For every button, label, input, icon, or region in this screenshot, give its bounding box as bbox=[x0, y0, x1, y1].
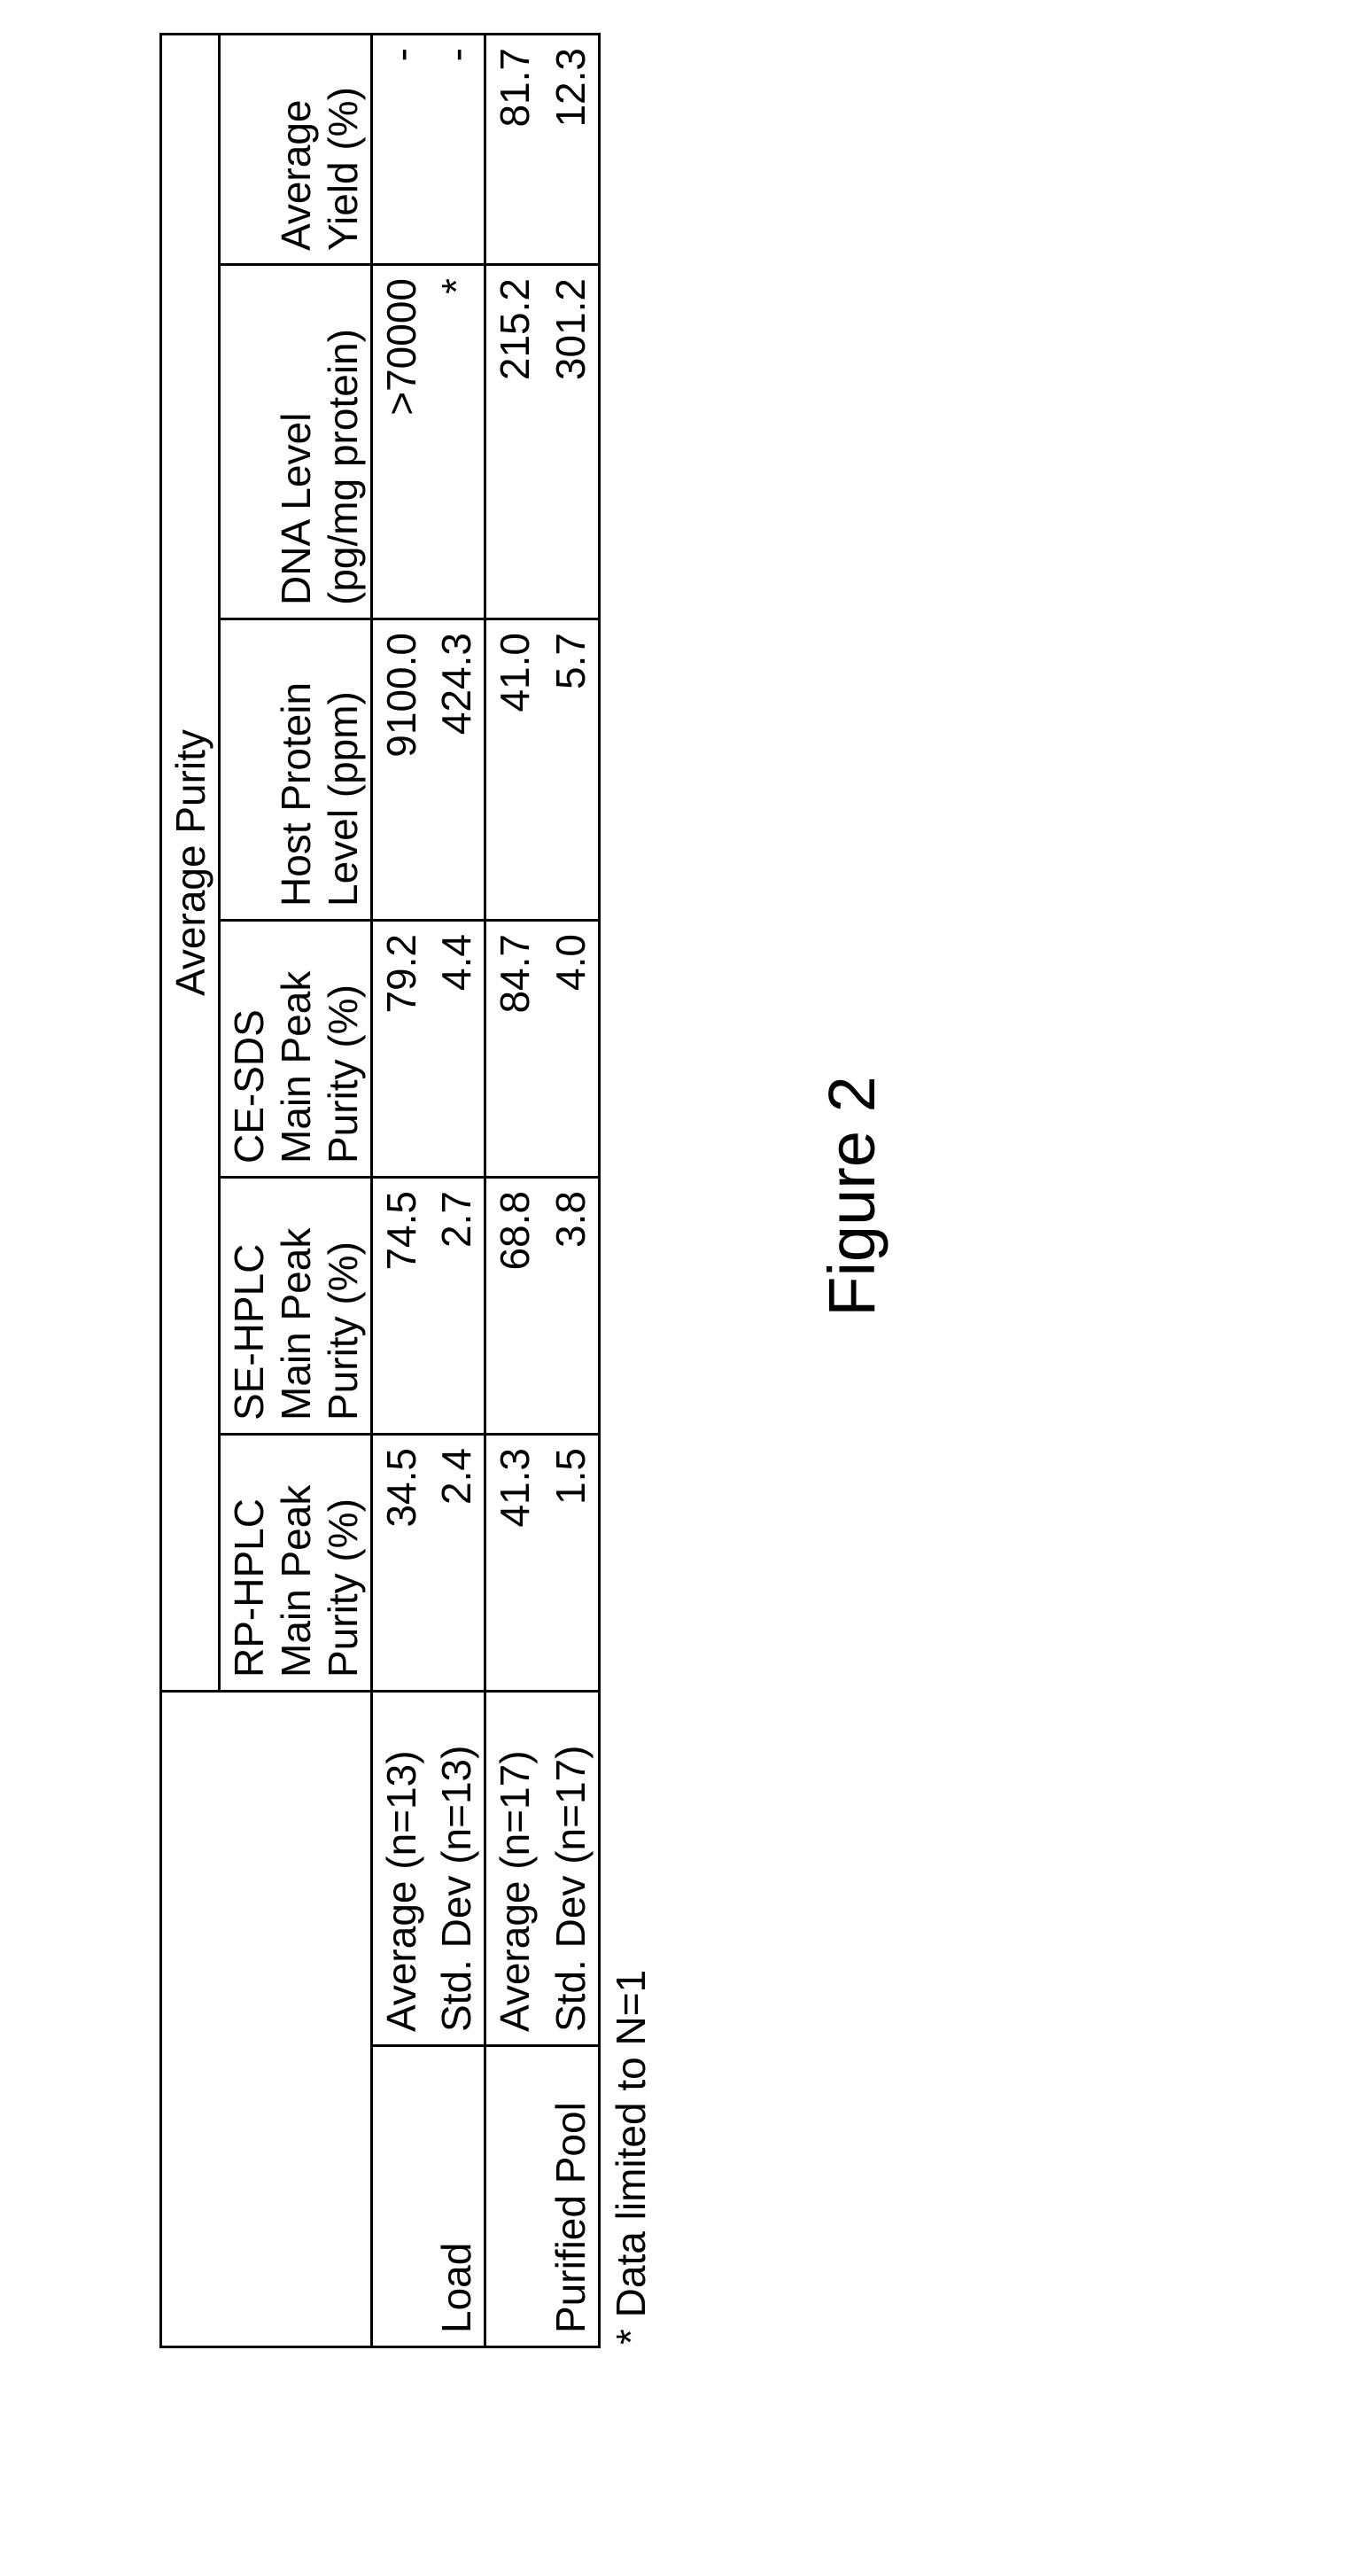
col-yield-header: Average Yield (%) bbox=[219, 35, 371, 265]
cell: >70000 bbox=[371, 265, 428, 619]
col-rp-header: RP-HPLC Main Peak Purity (%) bbox=[219, 1435, 371, 1692]
cell: 41.0 bbox=[485, 619, 542, 921]
cell: 9100.0 bbox=[371, 619, 428, 921]
col-se-l3: Purity (%) bbox=[320, 1191, 367, 1420]
cell: 79.2 bbox=[371, 921, 428, 1178]
cell: - bbox=[371, 35, 428, 265]
cell: - bbox=[428, 35, 485, 265]
cell: 41.3 bbox=[485, 1435, 542, 1692]
col-host-l2: Host Protein bbox=[273, 633, 320, 907]
cell: 74.5 bbox=[371, 1178, 428, 1435]
col-se-l2: Main Peak bbox=[273, 1191, 320, 1420]
table-row: Std. Dev (n=13) 2.4 2.7 4.4 424.3 * - bbox=[428, 35, 485, 2347]
col-dna-l2: DNA Level bbox=[273, 278, 320, 605]
col-ce-l1: CE-SDS bbox=[226, 934, 273, 1163]
col-rp-l1: RP-HPLC bbox=[226, 1448, 273, 1677]
col-host-l3: Level (ppm) bbox=[320, 633, 367, 907]
cell: 12.3 bbox=[542, 35, 599, 265]
col-ce-l2: Main Peak bbox=[273, 934, 320, 1163]
col-dna-header: DNA Level (pg/mg protein) bbox=[219, 265, 371, 619]
figure-caption: Figure 2 bbox=[815, 1076, 889, 1316]
page: Average Purity RP-HPLC Main Peak Purity … bbox=[0, 0, 1358, 2576]
col-se-header: SE-HPLC Main Peak Purity (%) bbox=[219, 1178, 371, 1435]
stat-label: Std. Dev (n=13) bbox=[428, 1692, 485, 2046]
col-yld-l3: Yield (%) bbox=[320, 48, 367, 251]
group-label-purified: Purified Pool bbox=[485, 2046, 600, 2347]
cell: 4.4 bbox=[428, 921, 485, 1178]
cell: 4.0 bbox=[542, 921, 599, 1178]
stat-label: Std. Dev (n=17) bbox=[542, 1692, 599, 2046]
col-ce-header: CE-SDS Main Peak Purity (%) bbox=[219, 921, 371, 1178]
col-rp-l2: Main Peak bbox=[273, 1448, 320, 1677]
cell: 81.7 bbox=[485, 35, 542, 265]
group-label-load: Load bbox=[371, 2046, 485, 2347]
cell: 5.7 bbox=[542, 619, 599, 921]
table-row: Purified Pool Average (n=17) 41.3 68.8 8… bbox=[485, 35, 542, 2347]
table-block: Average Purity RP-HPLC Main Peak Purity … bbox=[159, 44, 889, 2348]
cell: 34.5 bbox=[371, 1435, 428, 1692]
rotated-table-wrap: Average Purity RP-HPLC Main Peak Purity … bbox=[159, 0, 889, 44]
col-dna-l3: (pg/mg protein) bbox=[320, 278, 367, 605]
purity-table: Average Purity RP-HPLC Main Peak Purity … bbox=[159, 33, 601, 2348]
cell: 68.8 bbox=[485, 1178, 542, 1435]
cell: 2.7 bbox=[428, 1178, 485, 1435]
table-footnote: * Data limited to N=1 bbox=[601, 44, 655, 2348]
cell: 3.8 bbox=[542, 1178, 599, 1435]
header-blank bbox=[161, 1692, 372, 2347]
stat-label: Average (n=17) bbox=[485, 1692, 542, 2046]
col-yld-l2: Average bbox=[273, 48, 320, 251]
cell: 301.2 bbox=[542, 265, 599, 619]
col-host-header: Host Protein Level (ppm) bbox=[219, 619, 371, 921]
cell: 1.5 bbox=[542, 1435, 599, 1692]
stat-label: Average (n=13) bbox=[371, 1692, 428, 2046]
table-row: Std. Dev (n=17) 1.5 3.8 4.0 5.7 301.2 12… bbox=[542, 35, 599, 2347]
col-se-l1: SE-HPLC bbox=[226, 1191, 273, 1420]
col-ce-l3: Purity (%) bbox=[320, 934, 367, 1163]
super-header: Average Purity bbox=[161, 35, 220, 1692]
col-rp-l3: Purity (%) bbox=[320, 1448, 367, 1677]
cell: 215.2 bbox=[485, 265, 542, 619]
cell: * bbox=[428, 265, 485, 619]
cell: 84.7 bbox=[485, 921, 542, 1178]
cell: 424.3 bbox=[428, 619, 485, 921]
cell: 2.4 bbox=[428, 1435, 485, 1692]
table-row: Load Average (n=13) 34.5 74.5 79.2 9100.… bbox=[371, 35, 428, 2347]
